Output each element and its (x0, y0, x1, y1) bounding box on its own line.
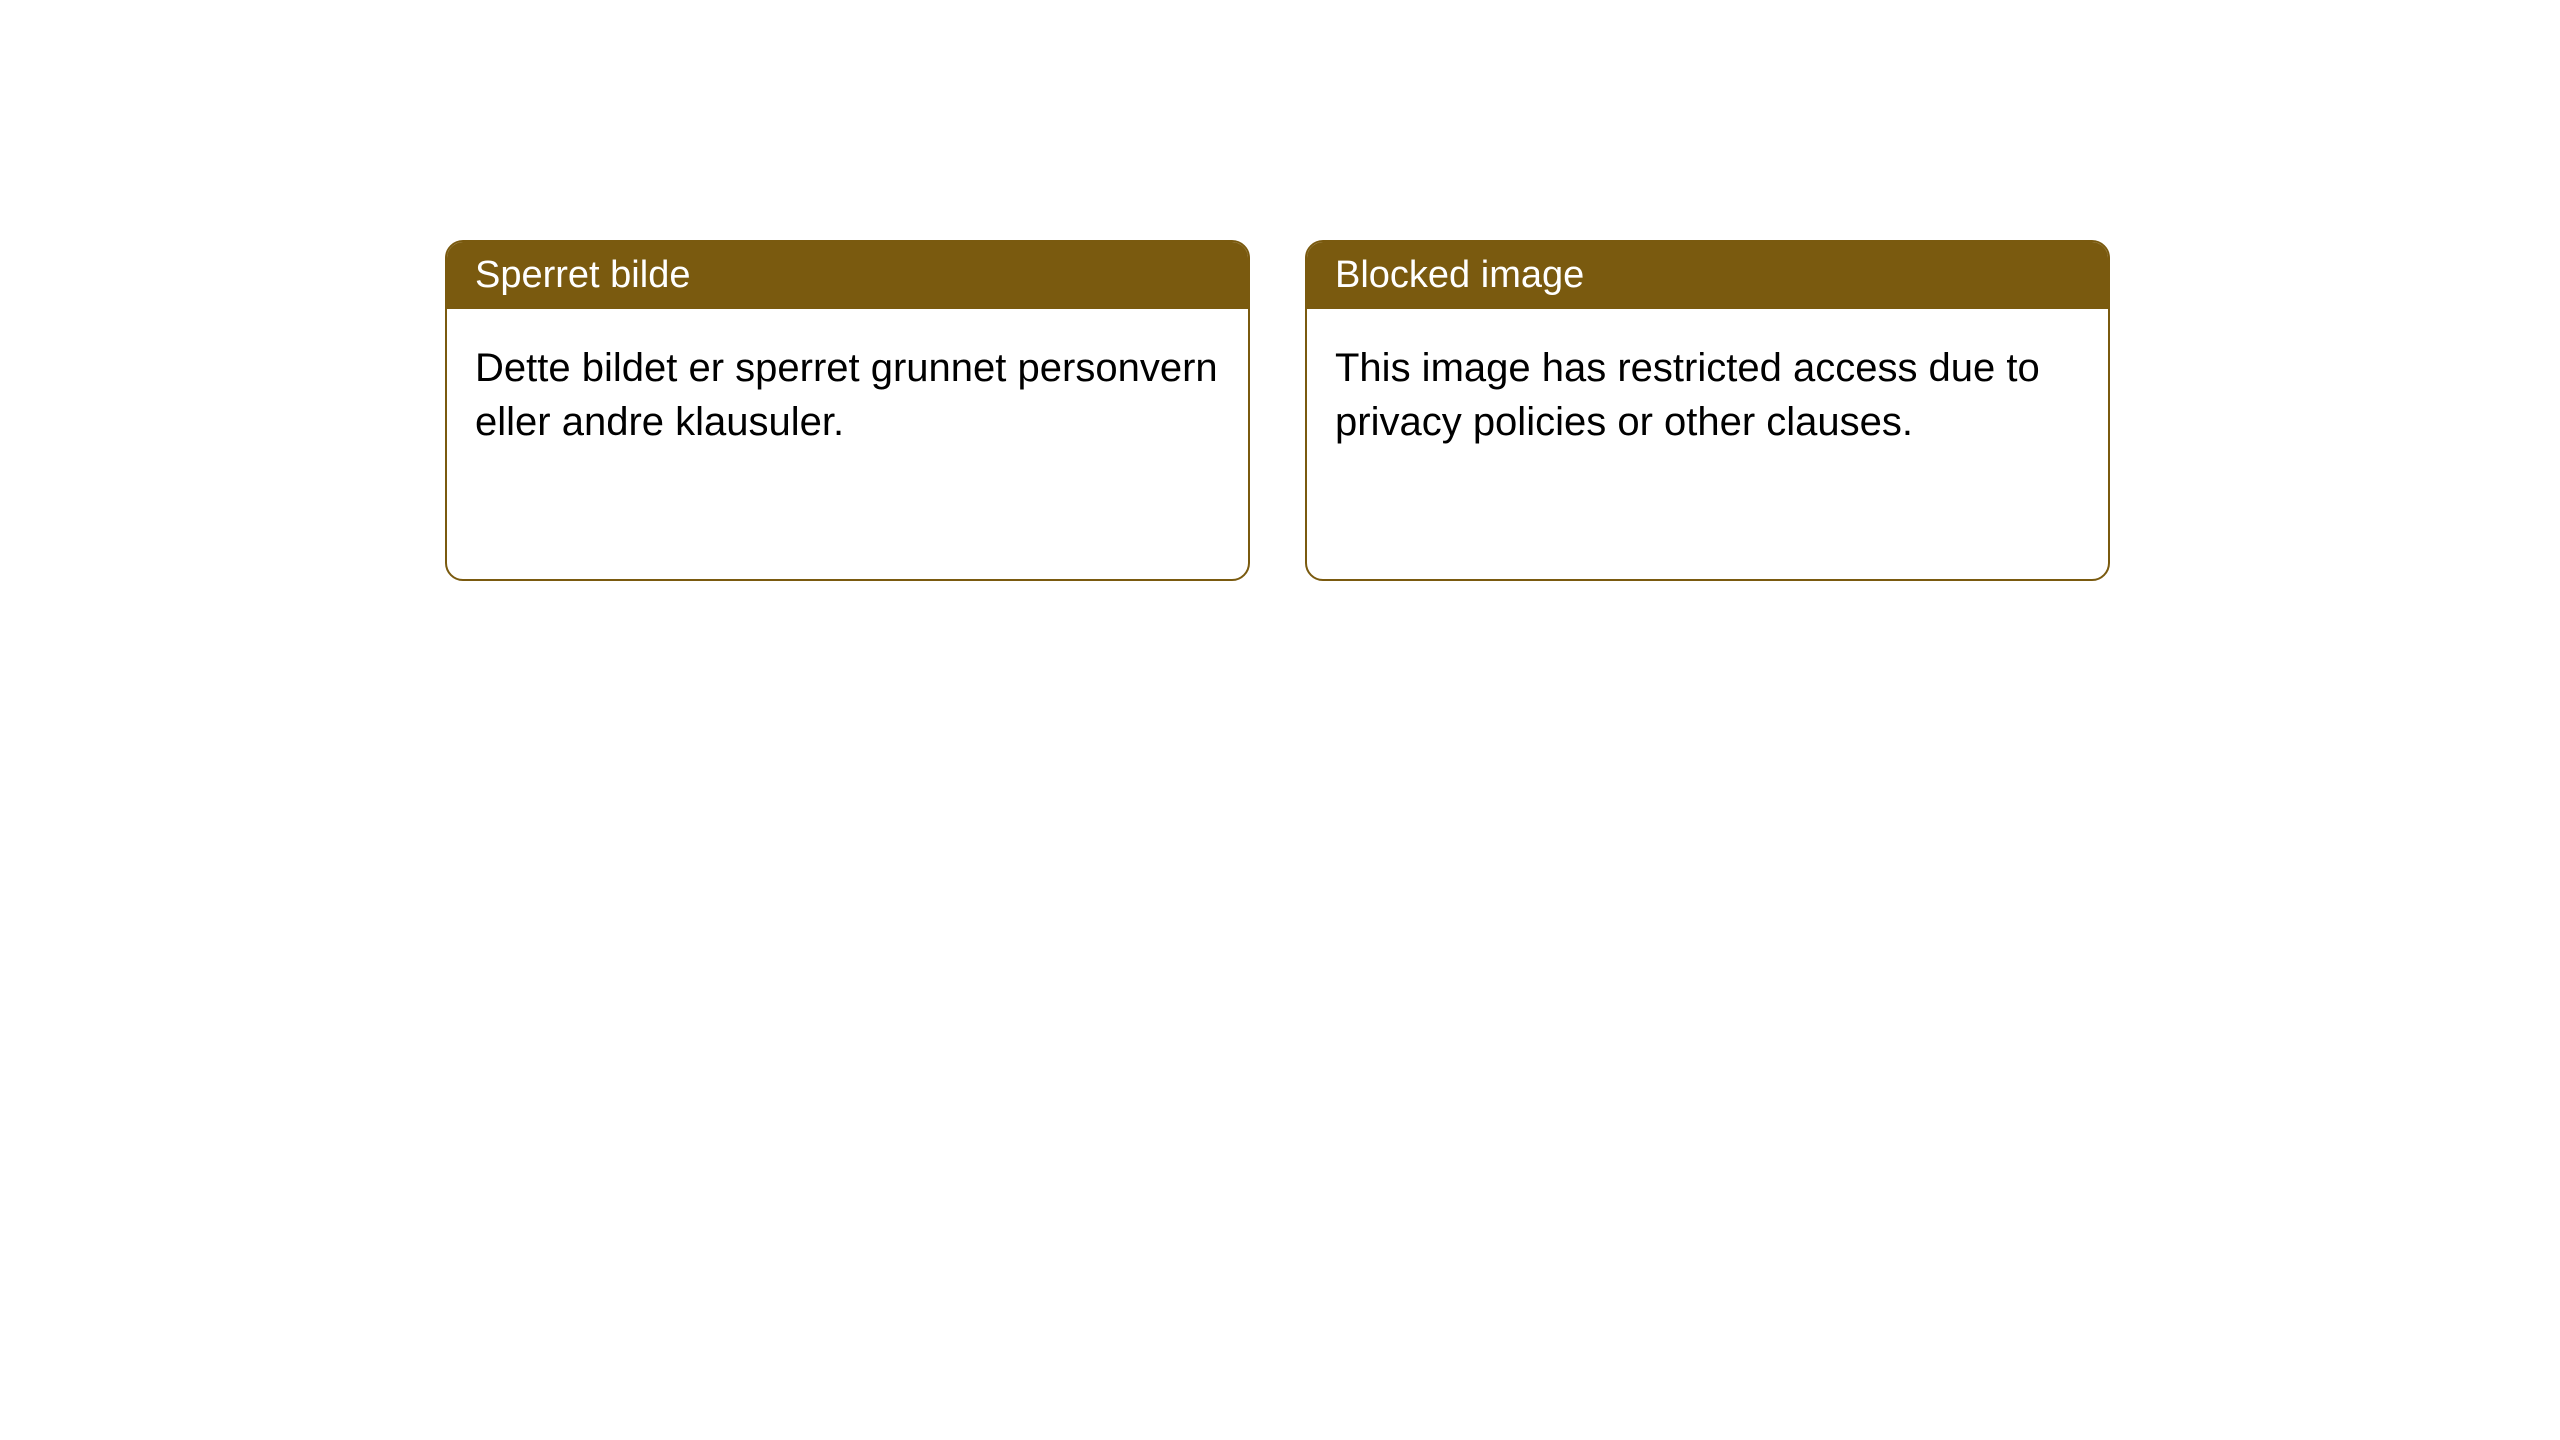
notice-body-text: Dette bildet er sperret grunnet personve… (475, 346, 1218, 444)
notice-body: Dette bildet er sperret grunnet personve… (447, 309, 1248, 579)
notice-card-english: Blocked image This image has restricted … (1305, 240, 2110, 581)
notice-body-text: This image has restricted access due to … (1335, 346, 2040, 444)
notice-title: Sperret bilde (475, 254, 690, 296)
notice-body: This image has restricted access due to … (1307, 309, 2108, 579)
notice-header: Sperret bilde (447, 242, 1248, 309)
notice-container: Sperret bilde Dette bildet er sperret gr… (445, 240, 2110, 581)
notice-card-norwegian: Sperret bilde Dette bildet er sperret gr… (445, 240, 1250, 581)
notice-header: Blocked image (1307, 242, 2108, 309)
notice-title: Blocked image (1335, 254, 1584, 296)
